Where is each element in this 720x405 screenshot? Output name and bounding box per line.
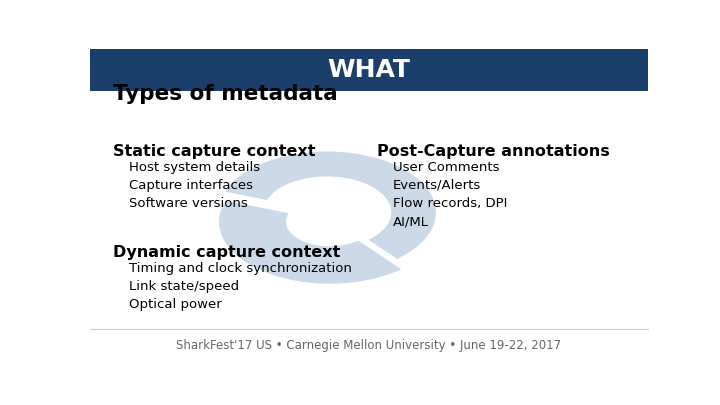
Text: Optical power: Optical power <box>129 298 222 311</box>
Text: Dynamic capture context: Dynamic capture context <box>114 245 341 260</box>
Text: Events/Alerts: Events/Alerts <box>393 179 481 192</box>
Text: Post-Capture annotations: Post-Capture annotations <box>377 144 610 159</box>
Wedge shape <box>225 151 426 200</box>
Wedge shape <box>369 187 436 259</box>
Text: Capture interfaces: Capture interfaces <box>129 179 253 192</box>
Text: Flow records, DPI: Flow records, DPI <box>393 197 508 210</box>
Text: Types of metadata: Types of metadata <box>114 85 338 104</box>
Text: SharkFest'17 US • Carnegie Mellon University • June 19-22, 2017: SharkFest'17 US • Carnegie Mellon Univer… <box>176 339 562 352</box>
Text: Timing and clock synchronization: Timing and clock synchronization <box>129 262 352 275</box>
Text: Software versions: Software versions <box>129 197 248 210</box>
Bar <box>90 49 648 91</box>
Text: Link state/speed: Link state/speed <box>129 280 239 293</box>
Text: Static capture context: Static capture context <box>114 144 316 159</box>
Text: AI/ML: AI/ML <box>393 215 429 228</box>
Text: WHAT: WHAT <box>328 58 410 82</box>
Wedge shape <box>219 200 401 284</box>
Text: Host system details: Host system details <box>129 161 260 174</box>
Text: User Comments: User Comments <box>393 161 500 174</box>
